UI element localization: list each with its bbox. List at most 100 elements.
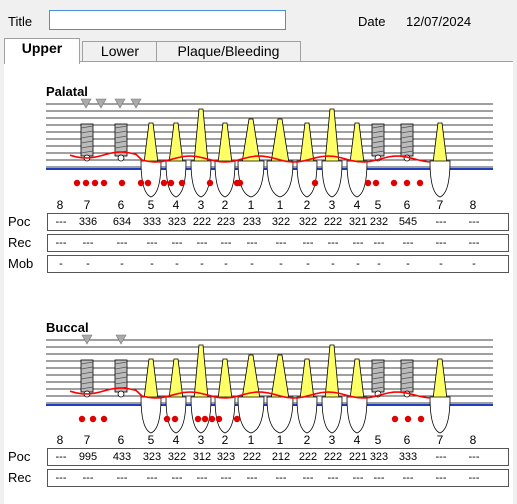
measure-cell[interactable]: ---	[327, 237, 339, 249]
measure-cell[interactable]: 232	[369, 216, 389, 228]
measure-cell[interactable]: ---	[246, 472, 258, 484]
measure-cell[interactable]: 634	[112, 216, 132, 228]
measure-row-poc[interactable]: --- 995 433 323 322 312 323 222 212 222 222 221 323 3…	[47, 448, 509, 466]
tooth-number: 3	[197, 198, 205, 212]
tooth-root-icon	[324, 344, 340, 400]
measure-cell[interactable]: ---	[146, 472, 158, 484]
measure-cell[interactable]: ---	[468, 237, 480, 249]
tooth-number: 4	[353, 433, 361, 447]
measure-cell[interactable]: -	[331, 258, 335, 270]
measure-cell[interactable]: -	[250, 258, 254, 270]
measure-cell[interactable]: ---	[435, 451, 447, 463]
measure-cell[interactable]: 212	[271, 451, 291, 463]
measure-cell[interactable]: -	[356, 258, 360, 270]
measure-cell[interactable]: -	[439, 258, 443, 270]
measure-row-rec[interactable]: --- --- --- --- --- --- --- --- --- --- --- --- --- -…	[47, 234, 509, 252]
measure-cell[interactable]: 222	[298, 451, 318, 463]
measure-cell[interactable]: 333	[398, 451, 418, 463]
measure-cell[interactable]: -	[306, 258, 310, 270]
measure-cell[interactable]: -	[279, 258, 283, 270]
measure-cell[interactable]: 322	[271, 216, 291, 228]
measure-cell[interactable]: ---	[171, 472, 183, 484]
measure-cell[interactable]: ---	[468, 472, 480, 484]
measure-cell[interactable]: 223	[216, 216, 236, 228]
measure-cell[interactable]: ---	[55, 237, 67, 249]
tab-plaque-bleeding[interactable]: Plaque/Bleeding	[156, 41, 301, 62]
palatal-title: Palatal	[46, 84, 88, 99]
measure-cell[interactable]: ---	[275, 237, 287, 249]
measure-cell[interactable]: ---	[171, 237, 183, 249]
measure-cell[interactable]: 312	[192, 451, 212, 463]
measure-cell[interactable]: 323	[142, 451, 162, 463]
measure-cell[interactable]: 433	[112, 451, 132, 463]
measure-cell[interactable]: ---	[196, 237, 208, 249]
measure-cell[interactable]: ---	[275, 472, 287, 484]
tab-upper[interactable]: Upper	[4, 38, 80, 64]
measure-cell[interactable]: ---	[116, 237, 128, 249]
measure-cell[interactable]: -	[406, 258, 410, 270]
measure-cell[interactable]: 233	[242, 216, 262, 228]
measure-cell[interactable]: ---	[116, 472, 128, 484]
measure-cell[interactable]: 322	[298, 216, 318, 228]
measure-cell[interactable]: 995	[78, 451, 98, 463]
measure-cell[interactable]: 321	[348, 216, 368, 228]
tooth-root-icon	[217, 122, 233, 164]
tooth-root-icon	[299, 122, 315, 164]
measure-cell[interactable]: -	[150, 258, 154, 270]
measure-cell[interactable]: 222	[192, 216, 212, 228]
measure-cell[interactable]: ---	[82, 237, 94, 249]
measure-cell[interactable]: ---	[402, 472, 414, 484]
measure-row-mob[interactable]: ----------------	[47, 255, 509, 273]
measure-cell[interactable]: ---	[435, 472, 447, 484]
measure-cell[interactable]: 333	[142, 216, 162, 228]
measure-cell[interactable]: ---	[302, 237, 314, 249]
measure-cell[interactable]: ---	[373, 237, 385, 249]
measure-cell[interactable]: -	[224, 258, 228, 270]
measure-cell[interactable]: ---	[196, 472, 208, 484]
measure-cell[interactable]: ---	[82, 472, 94, 484]
measure-cell[interactable]: 221	[348, 451, 368, 463]
measure-cell[interactable]: ---	[435, 237, 447, 249]
measure-cell[interactable]: ---	[302, 472, 314, 484]
measure-cell[interactable]: 323	[216, 451, 236, 463]
measure-cell[interactable]: ---	[402, 237, 414, 249]
tooth-number: 6	[117, 433, 125, 447]
tooth-root-icon	[299, 358, 315, 400]
measure-cell[interactable]: 323	[167, 216, 187, 228]
measure-cell[interactable]: 323	[369, 451, 389, 463]
bleeding-dot	[233, 415, 241, 423]
measure-cell[interactable]: ---	[220, 237, 232, 249]
tooth-number: 6	[117, 198, 125, 212]
implant-marker-icon	[114, 98, 126, 109]
measure-cell[interactable]: ---	[352, 237, 364, 249]
measure-row-poc[interactable]: --- 336 634 333 323 222 223 233 322 322 222 321 232 5…	[47, 213, 509, 231]
measure-cell[interactable]: -	[59, 258, 63, 270]
measure-cell[interactable]: -	[200, 258, 204, 270]
measure-cell[interactable]: -	[120, 258, 124, 270]
measure-cell[interactable]: -	[175, 258, 179, 270]
measure-cell[interactable]: ---	[220, 472, 232, 484]
measure-cell[interactable]: 322	[167, 451, 187, 463]
measure-cell[interactable]: -	[86, 258, 90, 270]
measure-cell[interactable]: 222	[242, 451, 262, 463]
measure-cell[interactable]: ---	[146, 237, 158, 249]
measure-cell[interactable]: 222	[323, 216, 343, 228]
title-input[interactable]	[49, 10, 286, 30]
measure-cell[interactable]: ---	[352, 472, 364, 484]
measure-cell[interactable]: -	[472, 258, 476, 270]
measure-row-rec[interactable]: --- --- --- --- --- --- --- --- --- --- --- --- --- -…	[47, 469, 509, 487]
measure-cell[interactable]: 545	[398, 216, 418, 228]
measure-cell[interactable]: ---	[55, 472, 67, 484]
measure-cell[interactable]: ---	[468, 451, 480, 463]
measure-cell[interactable]: ---	[468, 216, 480, 228]
measure-cell[interactable]: 222	[323, 451, 343, 463]
measure-cell[interactable]: ---	[435, 216, 447, 228]
measure-cell[interactable]: -	[377, 258, 381, 270]
measure-cell[interactable]: ---	[373, 472, 385, 484]
measure-cell[interactable]: ---	[246, 237, 258, 249]
measure-cell[interactable]: ---	[55, 451, 67, 463]
measure-cell[interactable]: 336	[78, 216, 98, 228]
measure-cell[interactable]: ---	[55, 216, 67, 228]
measure-cell[interactable]: ---	[327, 472, 339, 484]
